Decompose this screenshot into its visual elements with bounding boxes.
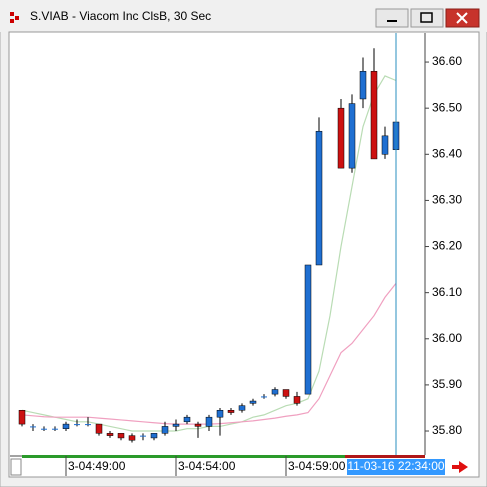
y-tick-label: 35.80 [432,423,462,437]
status-strip-red [345,455,425,458]
candle-body [216,410,224,418]
candle-body [359,71,367,100]
candle-body [74,424,80,426]
crosshair-label: 11-03-16 22:34:00 [347,459,445,473]
candle-body [85,424,91,426]
app-icon [10,12,19,23]
candle-body [150,433,158,439]
crosshair-label-bg [347,459,445,475]
x-tick-label: 3-04:54:00 [178,459,236,473]
candle-body [271,389,279,395]
close-icon [456,12,468,24]
y-tick-label: 35.90 [432,377,462,391]
chart-area [8,31,480,478]
y-tick-label: 36.40 [432,146,462,160]
candle-body [140,435,146,437]
candle-body [282,389,290,397]
y-tick-label: 36.60 [432,54,462,68]
minimize-button[interactable] [375,8,409,28]
candle-body [261,396,267,398]
candle-body [293,396,301,404]
y-tick-label: 36.10 [432,285,462,299]
x-tick-label: 3-04:59:00 [288,459,346,473]
maximize-button[interactable] [410,8,444,28]
x-tick-label: 3-04:49:00 [68,459,126,473]
candle-body [194,423,202,427]
candle-body [337,107,345,169]
candle-body [238,405,246,411]
candle-body [315,130,323,266]
y-tick-label: 36.00 [432,331,462,345]
candle-body [41,428,47,430]
candle-body [227,410,235,413]
y-tick-label: 36.20 [432,239,462,253]
candle-body [183,416,191,423]
candle-body [95,423,103,434]
y-tick-label: 36.50 [432,100,462,114]
candle-body [304,264,312,395]
candle-body [172,423,180,427]
candle-body [62,423,70,429]
candle-body [106,433,114,436]
scroll-box[interactable] [10,458,22,476]
candle-body [205,416,213,427]
scroll-right-arrow[interactable] [452,461,468,473]
candle-body [52,428,58,430]
candle-body [348,103,356,169]
candle-body [381,135,389,155]
candle-body [117,433,125,439]
candle-body [249,400,257,404]
candle-body [128,435,136,441]
candle-body [30,426,36,428]
status-strip-green [22,455,345,458]
y-tick-label: 36.30 [432,193,462,207]
candle-body [161,426,169,434]
maximize-icon [420,12,433,23]
candle-body [18,410,26,425]
window-title: S.VIAB - Viacom Inc ClsB, 30 Sec [30,9,211,23]
candle-body [370,71,378,160]
